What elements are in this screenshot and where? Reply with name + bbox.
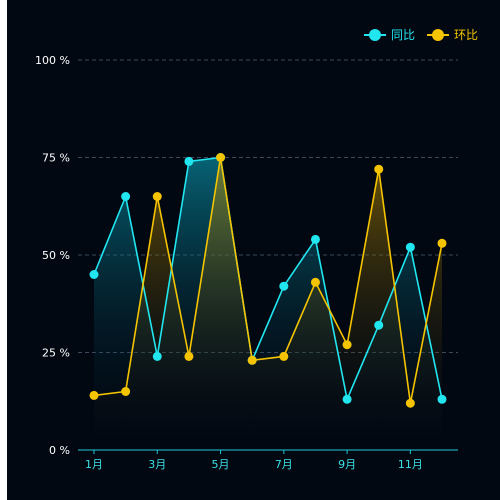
data-points bbox=[89, 153, 447, 408]
legend-item-yoy[interactable]: 同比 bbox=[363, 26, 415, 43]
x-tick-label: 11月 bbox=[398, 458, 423, 471]
data-point[interactable] bbox=[216, 153, 226, 162]
series-line bbox=[93, 156, 443, 401]
x-tick-label: 1月 bbox=[85, 458, 103, 471]
y-tick-label: 25 % bbox=[42, 347, 70, 360]
x-tick-label: 7月 bbox=[275, 458, 293, 471]
data-point[interactable] bbox=[121, 387, 131, 396]
series-lines bbox=[93, 156, 443, 404]
y-tick-label: 0 % bbox=[49, 444, 70, 457]
series-line bbox=[93, 156, 443, 404]
data-point[interactable] bbox=[89, 390, 99, 400]
data-point[interactable] bbox=[121, 192, 131, 201]
y-tick-label: 50 % bbox=[42, 249, 70, 262]
data-point[interactable] bbox=[342, 394, 352, 404]
x-tick-label: 3月 bbox=[148, 458, 166, 471]
y-tick-label: 100 % bbox=[35, 54, 70, 67]
data-point[interactable] bbox=[405, 398, 415, 408]
legend: 同比 环比 bbox=[363, 26, 478, 43]
data-point[interactable] bbox=[342, 340, 352, 350]
data-point[interactable] bbox=[152, 192, 162, 201]
legend-label-yoy: 同比 bbox=[390, 28, 415, 42]
legend-item-mom[interactable]: 环比 bbox=[426, 26, 478, 43]
y-tick-label: 75 % bbox=[42, 152, 70, 165]
data-point[interactable] bbox=[184, 156, 194, 166]
x-tick-label: 9月 bbox=[338, 458, 356, 471]
data-point[interactable] bbox=[279, 281, 289, 291]
legend-swatch-yoy-icon bbox=[363, 28, 386, 41]
data-point[interactable] bbox=[184, 351, 194, 361]
data-point[interactable] bbox=[247, 355, 257, 365]
data-point[interactable] bbox=[310, 277, 320, 287]
axes: 0 % 25 % 50 % 75 % 100 % 1月 3月 5月 7月 9月 11月 bbox=[35, 54, 458, 471]
data-point[interactable] bbox=[405, 242, 415, 252]
series-area bbox=[94, 157, 442, 450]
areas bbox=[94, 157, 442, 450]
data-point[interactable] bbox=[89, 270, 99, 279]
legend-label-mom: 环比 bbox=[453, 28, 478, 42]
x-tick-label: 5月 bbox=[212, 458, 230, 471]
legend-swatch-mom-icon bbox=[426, 28, 449, 41]
data-point[interactable] bbox=[310, 234, 320, 244]
data-point[interactable] bbox=[437, 238, 447, 248]
data-point[interactable] bbox=[437, 394, 447, 404]
data-point[interactable] bbox=[374, 164, 384, 174]
data-point[interactable] bbox=[152, 351, 162, 361]
data-point[interactable] bbox=[279, 351, 289, 361]
data-point[interactable] bbox=[374, 320, 384, 330]
